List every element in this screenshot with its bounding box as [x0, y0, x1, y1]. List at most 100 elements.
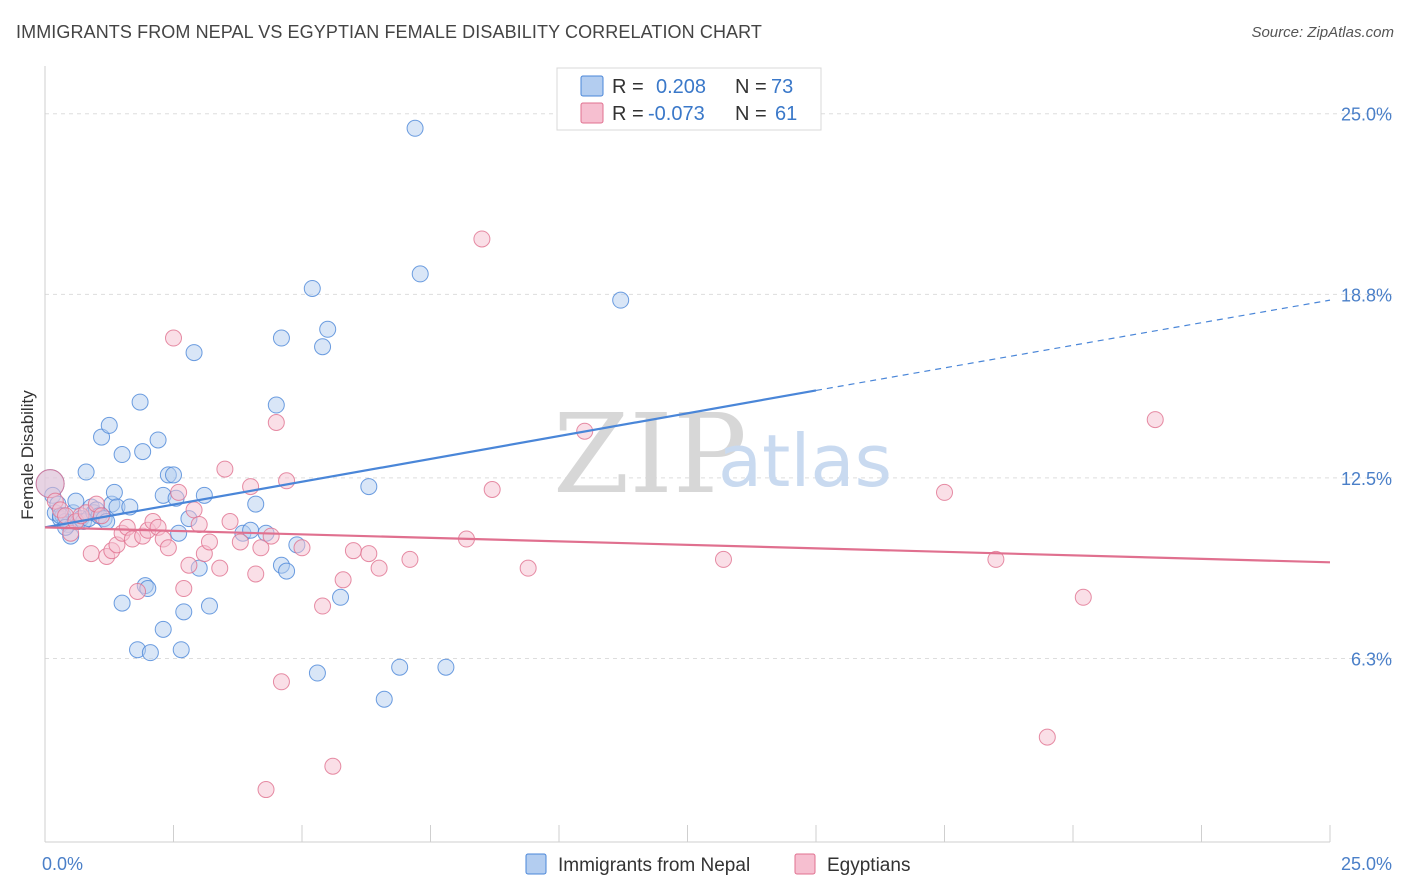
data-points [35, 119, 1164, 799]
point-egyptians-39 [257, 781, 275, 799]
point-nepal-40 [165, 466, 182, 484]
point-nepal-55 [272, 329, 290, 347]
point-nepal-46 [185, 344, 203, 362]
point-egyptians-49 [360, 545, 378, 563]
point-nepal-60 [308, 664, 326, 682]
grid [45, 113, 1392, 659]
point-egyptians-48 [344, 542, 362, 560]
point-egyptians-17 [129, 582, 147, 600]
point-nepal-32 [134, 443, 152, 461]
point-egyptians-32 [211, 559, 229, 577]
point-egyptians-53 [473, 230, 491, 248]
legend-swatch-egyptians [580, 102, 604, 124]
legend-n-label-egyptians: N = [735, 103, 767, 125]
point-nepal-62 [319, 320, 337, 338]
point-egyptians-41 [267, 413, 285, 431]
point-egyptians-61 [1074, 588, 1092, 606]
point-egyptians-24 [165, 329, 182, 347]
point-egyptians-58 [936, 483, 953, 501]
trend-nepal [44, 389, 817, 529]
y-tick-label-3: 6.3% [1351, 649, 1392, 669]
legend-r-label-nepal: R = [612, 76, 644, 98]
watermark-zip: ZIP [553, 390, 747, 518]
point-nepal-43 [172, 641, 190, 659]
point-egyptians-29 [190, 515, 208, 533]
point-nepal-61 [314, 338, 332, 356]
y-tick-label-2: 12.5% [1341, 469, 1392, 489]
bottom-legend-label-nepal: Immigrants from Nepal [558, 855, 750, 876]
point-egyptians-23 [159, 539, 177, 557]
point-nepal-63 [332, 588, 350, 606]
point-nepal-25 [105, 483, 123, 501]
bottom-legend-label-egyptians: Egyptians [827, 855, 910, 876]
point-egyptians-46 [324, 757, 342, 775]
point-egyptians-57 [714, 550, 732, 568]
point-nepal-54 [267, 396, 285, 414]
point-egyptians-54 [483, 481, 501, 499]
point-nepal-35 [141, 644, 159, 662]
point-egyptians-51 [401, 550, 419, 568]
point-nepal-66 [391, 658, 409, 676]
point-egyptians-42 [272, 673, 290, 691]
point-nepal-37 [154, 620, 172, 638]
point-egyptians-34 [221, 513, 239, 531]
point-nepal-59 [303, 279, 321, 297]
point-nepal-68 [411, 265, 429, 283]
point-egyptians-47 [334, 571, 352, 589]
chart-title: IMMIGRANTS FROM NEPAL VS EGYPTIAN FEMALE… [16, 22, 763, 42]
point-nepal-67 [406, 119, 424, 137]
point-nepal-42 [170, 524, 188, 542]
point-nepal-70 [612, 291, 630, 309]
legend-n-value-nepal: 73 [771, 76, 793, 98]
legend-n-label-nepal: N = [735, 76, 767, 98]
point-egyptians-60 [1038, 728, 1056, 746]
point-egyptians-50 [370, 559, 388, 577]
point-nepal-69 [437, 658, 455, 676]
point-egyptians-44 [293, 539, 311, 557]
axes [44, 66, 1331, 843]
y-tick-labels: 25.0% 18.8% 12.5% 6.3% [1341, 105, 1392, 670]
point-egyptians-31 [200, 533, 218, 551]
bottom-legend-swatch-nepal [525, 853, 547, 875]
point-egyptians-45 [314, 597, 332, 615]
point-egyptians-25 [170, 483, 188, 501]
point-egyptians-33 [216, 460, 234, 478]
watermark-atlas: atlas [718, 419, 892, 503]
y-tick-label-1: 18.8% [1341, 285, 1392, 305]
legend-swatch-nepal [580, 75, 604, 97]
point-egyptians-0 [35, 469, 65, 499]
point-egyptians-35 [231, 533, 249, 551]
point-nepal-20 [93, 428, 111, 446]
point-nepal-28 [113, 446, 131, 464]
legend-r-value-egyptians: -0.073 [648, 103, 705, 125]
point-nepal-65 [375, 690, 393, 708]
point-egyptians-8 [82, 545, 100, 563]
point-nepal-27 [113, 594, 131, 612]
trend-nepal-extension [815, 299, 1331, 392]
point-egyptians-28 [185, 501, 203, 519]
y-tick-label-0: 25.0% [1341, 105, 1392, 125]
y-axis-label: Female Disability [18, 390, 37, 520]
point-nepal-44 [175, 603, 193, 621]
legend-r-value-nepal: 0.208 [656, 76, 706, 98]
legend-top: R = 0.208 N = 73 R = -0.073 N = 61 [556, 67, 822, 131]
source-credit: Source: ZipAtlas.com [1251, 24, 1394, 41]
point-egyptians-59 [987, 550, 1005, 568]
bottom-legend-swatch-egyptians [794, 853, 816, 875]
point-egyptians-55 [519, 559, 537, 577]
point-egyptians-26 [175, 580, 193, 598]
point-nepal-36 [149, 431, 167, 449]
legend-n-value-egyptians: 61 [775, 103, 797, 125]
trend-egyptians [44, 526, 1331, 564]
legend-r-label-egyptians: R = [612, 103, 644, 125]
point-egyptians-62 [1146, 411, 1164, 429]
point-nepal-49 [200, 597, 218, 615]
point-egyptians-27 [180, 556, 198, 574]
point-nepal-14 [77, 463, 95, 481]
point-egyptians-38 [252, 539, 270, 557]
point-egyptians-37 [247, 565, 265, 583]
point-nepal-31 [131, 393, 149, 411]
trend-lines [44, 299, 1331, 564]
point-nepal-23 [100, 416, 118, 434]
